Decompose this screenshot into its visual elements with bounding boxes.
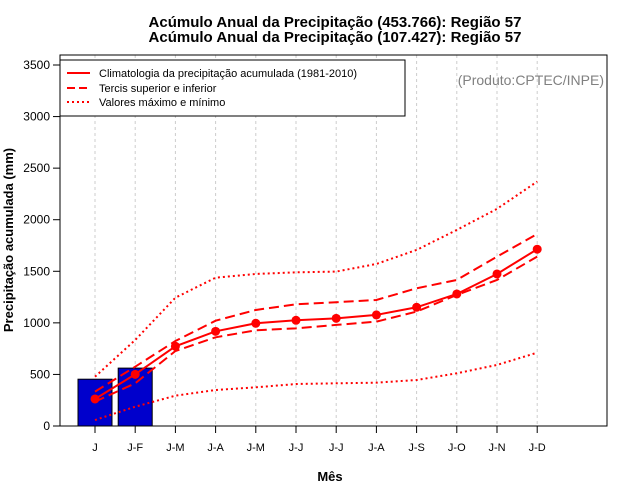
legend-entry-max-min: Valores máximo e mínimo xyxy=(99,97,225,109)
climatology-point xyxy=(90,394,100,404)
y-tick-label: 500 xyxy=(30,367,50,381)
y-tick-label: 3500 xyxy=(23,58,50,72)
legend-entry-climatology: Climatologia da precipitação acumulada (… xyxy=(99,68,357,80)
x-tick-label: J xyxy=(92,442,98,454)
climatology-point xyxy=(211,326,221,336)
x-tick-label: J-A xyxy=(207,442,224,454)
climatology-point xyxy=(331,313,341,323)
y-tick-label: 2000 xyxy=(23,213,50,227)
climatology-point xyxy=(532,244,542,254)
series-line-solid xyxy=(94,248,538,400)
climatology-point xyxy=(170,341,180,351)
climatology-point xyxy=(291,315,301,325)
x-tick-label: J-A xyxy=(368,442,385,454)
product-annotation: (Produto:CPTEC/INPE) xyxy=(458,72,604,88)
x-tick-label: J-S xyxy=(408,442,425,454)
legend-entry-terciles: Tercis superior e inferior xyxy=(99,83,217,95)
chart-title-1: Acúmulo Anual da Precipitação (453.766):… xyxy=(149,14,522,31)
y-axis-label: Precipitação acumulada (mm) xyxy=(1,148,16,332)
climatology-point xyxy=(492,269,502,279)
series-line-dashed xyxy=(94,233,538,393)
y-tick-label: 1000 xyxy=(23,316,50,330)
y-tick-label: 3000 xyxy=(23,110,50,124)
x-tick-label: J-O xyxy=(448,442,466,454)
x-tick-label: J-J xyxy=(289,442,304,454)
y-tick-label: 2500 xyxy=(23,161,50,175)
x-tick-label: J-M xyxy=(247,442,265,454)
x-tick-label: J-N xyxy=(488,442,505,454)
x-axis-label: Mês xyxy=(317,469,342,484)
series-line-dotted xyxy=(94,180,538,378)
chart-title-2: Acúmulo Anual da Precipitação (107.427):… xyxy=(149,29,522,46)
climatology-point xyxy=(371,310,381,320)
series-line-dotted xyxy=(94,351,538,421)
series-line-dashed xyxy=(94,255,538,403)
x-tick-label: J-F xyxy=(127,442,143,454)
y-tick-label: 0 xyxy=(43,419,50,433)
climatology-point xyxy=(130,369,140,379)
climatology-point xyxy=(412,302,422,312)
climatology-point xyxy=(251,318,261,328)
y-tick-label: 1500 xyxy=(23,264,50,278)
x-tick-label: J-M xyxy=(166,442,184,454)
x-tick-label: J-J xyxy=(329,442,344,454)
x-tick-label: J-D xyxy=(529,442,546,454)
legend: Climatologia da precipitação acumulada (… xyxy=(59,59,406,117)
